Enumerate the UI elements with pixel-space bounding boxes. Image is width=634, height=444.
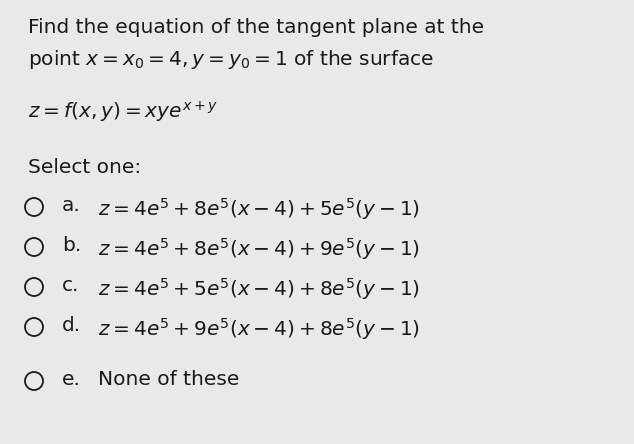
Text: None of these: None of these (98, 370, 240, 389)
Text: Select one:: Select one: (28, 158, 141, 177)
Text: $z = f(x, y) = xye^{x+y}$: $z = f(x, y) = xye^{x+y}$ (28, 100, 218, 125)
Text: Find the equation of the tangent plane at the: Find the equation of the tangent plane a… (28, 18, 484, 37)
Text: $z = 4e^5 + 5e^5(x - 4) + 8e^5(y - 1)$: $z = 4e^5 + 5e^5(x - 4) + 8e^5(y - 1)$ (98, 276, 420, 302)
Text: point $x = x_0 = 4, y = y_0 = 1$ of the surface: point $x = x_0 = 4, y = y_0 = 1$ of the … (28, 48, 434, 71)
Text: b.: b. (62, 236, 81, 255)
Text: a.: a. (62, 196, 81, 215)
Text: c.: c. (62, 276, 79, 295)
Text: $z = 4e^5 + 9e^5(x - 4) + 8e^5(y - 1)$: $z = 4e^5 + 9e^5(x - 4) + 8e^5(y - 1)$ (98, 316, 420, 342)
Text: $z = 4e^5 + 8e^5(x - 4) + 9e^5(y - 1)$: $z = 4e^5 + 8e^5(x - 4) + 9e^5(y - 1)$ (98, 236, 420, 262)
Text: e.: e. (62, 370, 81, 389)
Text: $z = 4e^5 + 8e^5(x - 4) + 5e^5(y - 1)$: $z = 4e^5 + 8e^5(x - 4) + 5e^5(y - 1)$ (98, 196, 420, 222)
Text: d.: d. (62, 316, 81, 335)
